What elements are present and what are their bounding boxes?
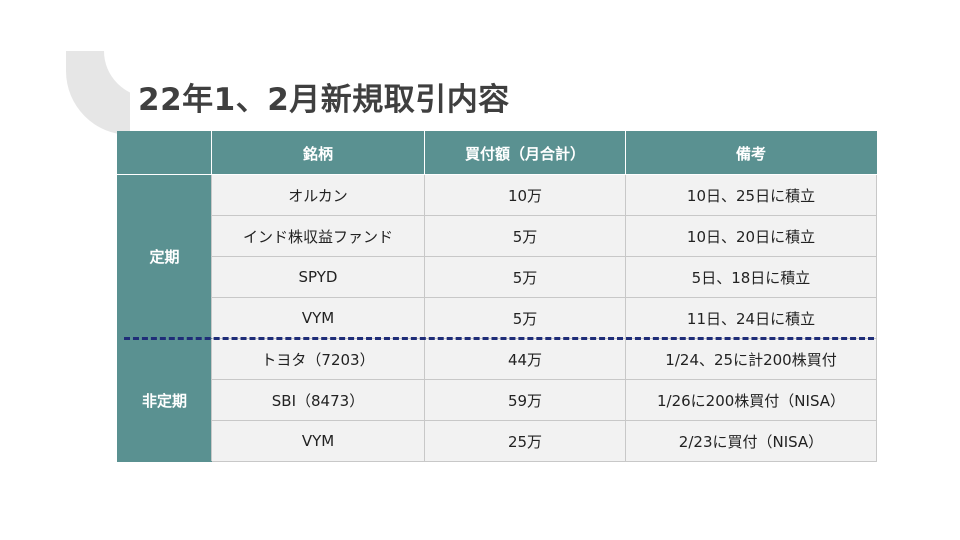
cell-name: SBI（8473） [211,379,425,421]
cell-amount: 5万 [424,215,626,257]
header-group [117,131,212,175]
group-label-regular: 定期 [117,174,212,339]
cell-amount: 5万 [424,297,626,339]
cell-amount: 44万 [424,338,626,380]
table-row: SPYD 5万 5日、18日に積立 [118,256,877,298]
cell-name: トヨタ（7203） [211,338,425,380]
table-row: VYM 5万 11日、24日に積立 [118,297,877,339]
page-title: 22年1、2月新規取引内容 [138,82,510,118]
cell-note: 1/24、25に計200株買付 [625,338,877,380]
table-row: インド株収益ファンド 5万 10日、20日に積立 [118,215,877,257]
cell-amount: 59万 [424,379,626,421]
cell-amount: 25万 [424,420,626,462]
group-label-irregular: 非定期 [117,338,212,462]
header-note: 備考 [625,131,877,175]
cell-name: VYM [211,420,425,462]
header-amount: 買付額（月合計） [424,131,626,175]
cell-note: 2/23に買付（NISA） [625,420,877,462]
cell-note: 10日、20日に積立 [625,215,877,257]
cell-name: インド株収益ファンド [211,215,425,257]
cell-name: オルカン [211,174,425,216]
group-divider-dashed-line [124,337,874,340]
header-name: 銘柄 [211,131,425,175]
cell-name: SPYD [211,256,425,298]
cell-note: 11日、24日に積立 [625,297,877,339]
cell-amount: 5万 [424,256,626,298]
table-row: 非定期 トヨタ（7203） 44万 1/24、25に計200株買付 [117,338,877,462]
table-row: 定期 オルカン 10万 10日、25日に積立 [117,174,877,339]
cell-name: VYM [211,297,425,339]
trades-table: 銘柄 買付額（月合計） 備考 定期 オルカン 10万 10日、25日に積立 イン… [117,131,877,462]
table-row: VYM 25万 2/23に買付（NISA） [118,420,877,462]
decorative-arc [66,51,154,135]
table-header-row: 銘柄 買付額（月合計） 備考 [117,131,877,175]
cell-amount: 10万 [424,174,626,216]
cell-note: 10日、25日に積立 [625,174,877,216]
table-row: SBI（8473） 59万 1/26に200株買付（NISA） [118,379,877,421]
cell-note: 1/26に200株買付（NISA） [625,379,877,421]
cell-note: 5日、18日に積立 [625,256,877,298]
